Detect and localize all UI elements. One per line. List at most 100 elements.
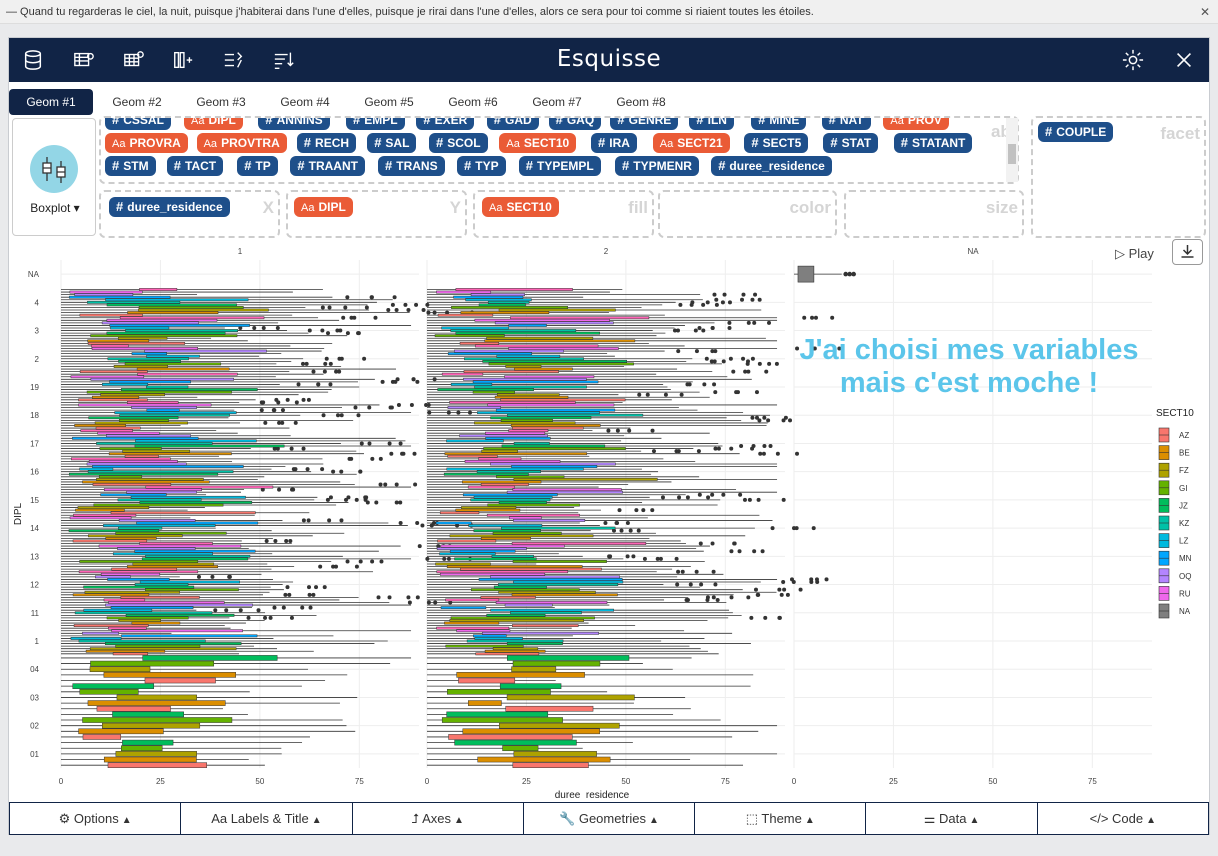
boxplot-box — [473, 634, 507, 638]
chip-fill-sect10[interactable]: Aa SECT10 — [482, 197, 559, 217]
chip-gaq[interactable]: # GAQ — [548, 118, 602, 130]
chip-x-duree-residence[interactable]: # duree_residence — [109, 197, 230, 217]
chip-prov[interactable]: Aa PROV — [883, 118, 949, 130]
chip-exer[interactable]: # EXER — [416, 118, 475, 130]
outlier-point — [396, 402, 401, 407]
outlier-point — [386, 308, 391, 313]
y-tick-label: 3 — [35, 327, 40, 336]
boxplot-box — [514, 367, 573, 371]
x-zone[interactable]: X # duree_residence — [99, 190, 280, 238]
chip-scol[interactable]: # SCOL — [429, 133, 488, 153]
tab-geom-6[interactable]: Geom #6 — [448, 95, 498, 109]
outlier-point — [367, 405, 372, 410]
outlier-point — [320, 328, 325, 333]
boxplot-box — [103, 524, 216, 527]
outlier-point — [213, 608, 218, 613]
close-icon[interactable] — [1172, 48, 1196, 72]
boxplot-box — [88, 459, 178, 463]
chip-ira[interactable]: # IRA — [591, 133, 637, 153]
footer-axes-button[interactable]: ⮥ Axes ▲ — [351, 802, 523, 835]
chip-nat[interactable]: # NAT — [821, 118, 871, 130]
chip-gad[interactable]: # GAD — [486, 118, 539, 130]
play-button[interactable]: ▷ Play — [1115, 246, 1154, 261]
tab-geom-2[interactable]: Geom #2 — [112, 95, 162, 109]
footer-options-button[interactable]: ⚙ Options ▲ — [9, 802, 181, 835]
sort-numbers-icon[interactable] — [222, 48, 246, 72]
outlier-point — [830, 315, 835, 320]
footer-geometries-button[interactable]: 🔧 Geometries ▲ — [522, 802, 695, 835]
footer-labels-title-button[interactable]: Aa Labels & Title ▲ — [180, 802, 352, 835]
chip-dipl[interactable]: Aa DIPL — [184, 118, 243, 130]
outlier-point — [325, 497, 330, 502]
outlier-point — [301, 518, 306, 523]
chip-sect5[interactable]: # SECT5 — [744, 133, 809, 153]
boxplot-box — [114, 411, 237, 415]
tab-geom-7[interactable]: Geom #7 — [532, 95, 582, 109]
columns-plus-icon[interactable] — [171, 48, 195, 72]
tab-geom-3[interactable]: Geom #3 — [196, 95, 246, 109]
boxplot-box — [460, 567, 602, 571]
import-view-icon[interactable] — [72, 48, 96, 72]
chip-iln[interactable]: # ILN — [689, 118, 734, 130]
chip-typempl[interactable]: # TYPEMPL — [518, 156, 601, 176]
table-gear-icon[interactable] — [122, 48, 146, 72]
tab-geom-8[interactable]: Geom #8 — [616, 95, 666, 109]
chip-couple[interactable]: # COUPLE — [1038, 122, 1114, 142]
chip-empl[interactable]: # EMPL — [346, 118, 405, 130]
boxplot-box — [502, 745, 539, 752]
notice-close-icon[interactable]: ✕ — [1199, 5, 1210, 19]
tab-geom-5[interactable]: Geom #5 — [364, 95, 414, 109]
chip-sect10[interactable]: Aa SECT10 — [499, 133, 577, 153]
tab-geom-4[interactable]: Geom #4 — [280, 95, 330, 109]
settings-gear-icon[interactable] — [1121, 48, 1145, 72]
chip-stm[interactable]: # STM — [105, 156, 156, 176]
chip-traant[interactable]: # TRAANT — [290, 156, 365, 176]
chip-rech[interactable]: # RECH — [296, 133, 357, 153]
chip-trans[interactable]: # TRANS — [378, 156, 445, 176]
chip-mine[interactable]: # MINE — [751, 118, 807, 130]
chip-tact[interactable]: # TACT — [166, 156, 224, 176]
fill-zone[interactable]: fill Aa SECT10 — [473, 190, 654, 238]
outlier-point — [746, 369, 751, 374]
y-tick-label: 4 — [35, 298, 40, 307]
outlier-point — [359, 441, 364, 446]
boxplot-box — [82, 631, 119, 635]
chip-sal[interactable]: # SAL — [367, 133, 417, 153]
chip-genre[interactable]: # GENRE — [610, 118, 679, 130]
chip-provra[interactable]: Aa PROVRA — [105, 133, 188, 153]
tab-geom-1[interactable]: Geom #1 — [9, 89, 93, 115]
geom-selector[interactable]: Boxplot ▾ — [12, 118, 96, 236]
y-zone[interactable]: Y Aa DIPL — [286, 190, 467, 238]
download-button[interactable] — [1172, 239, 1203, 265]
outlier-point — [710, 325, 715, 330]
outlier-point — [757, 361, 762, 366]
chip-stat[interactable]: # STAT — [823, 133, 879, 153]
available-variables-zone[interactable]: able #CSSALAaDIPL#ANNINS#EMPL#EXER#GAD#G… — [99, 116, 1019, 184]
outlier-point — [318, 564, 323, 569]
chip-provtra[interactable]: Aa PROVTRA — [196, 133, 287, 153]
footer-code-button[interactable]: </> Code ▲ — [1036, 802, 1209, 835]
chip-statant[interactable]: # STATANT — [893, 133, 973, 153]
boxplot-box — [447, 689, 551, 695]
facet-zone[interactable]: facet # COUPLE — [1031, 116, 1206, 238]
scrollbar-thumb[interactable] — [1008, 144, 1016, 164]
chip-cssal[interactable]: # CSSAL — [105, 118, 171, 130]
chip-typmenr[interactable]: # TYPMENR — [615, 156, 699, 176]
boxplot-box — [74, 293, 134, 297]
color-zone[interactable]: color — [658, 190, 837, 238]
outlier-point — [606, 428, 611, 433]
filter-sort-icon[interactable] — [272, 48, 296, 72]
chip-tp[interactable]: # TP — [237, 156, 278, 176]
chip-duree-residence[interactable]: # duree_residence — [711, 156, 832, 176]
footer-theme-button[interactable]: ⬚ Theme ▲ — [694, 802, 866, 835]
chip-annins[interactable]: # ANNINS — [258, 118, 330, 130]
chip-typ[interactable]: # TYP — [457, 156, 506, 176]
variables-scrollbar[interactable] — [1006, 118, 1018, 182]
chip-y-dipl[interactable]: Aa DIPL — [294, 197, 353, 217]
size-zone[interactable]: size — [844, 190, 1024, 238]
outlier-point — [354, 564, 359, 569]
chip-sect21[interactable]: Aa SECT21 — [652, 133, 730, 153]
footer-data-button[interactable]: ⚌ Data ▲ — [865, 802, 1037, 835]
boxplot-box — [138, 308, 269, 312]
database-icon[interactable] — [21, 48, 45, 72]
